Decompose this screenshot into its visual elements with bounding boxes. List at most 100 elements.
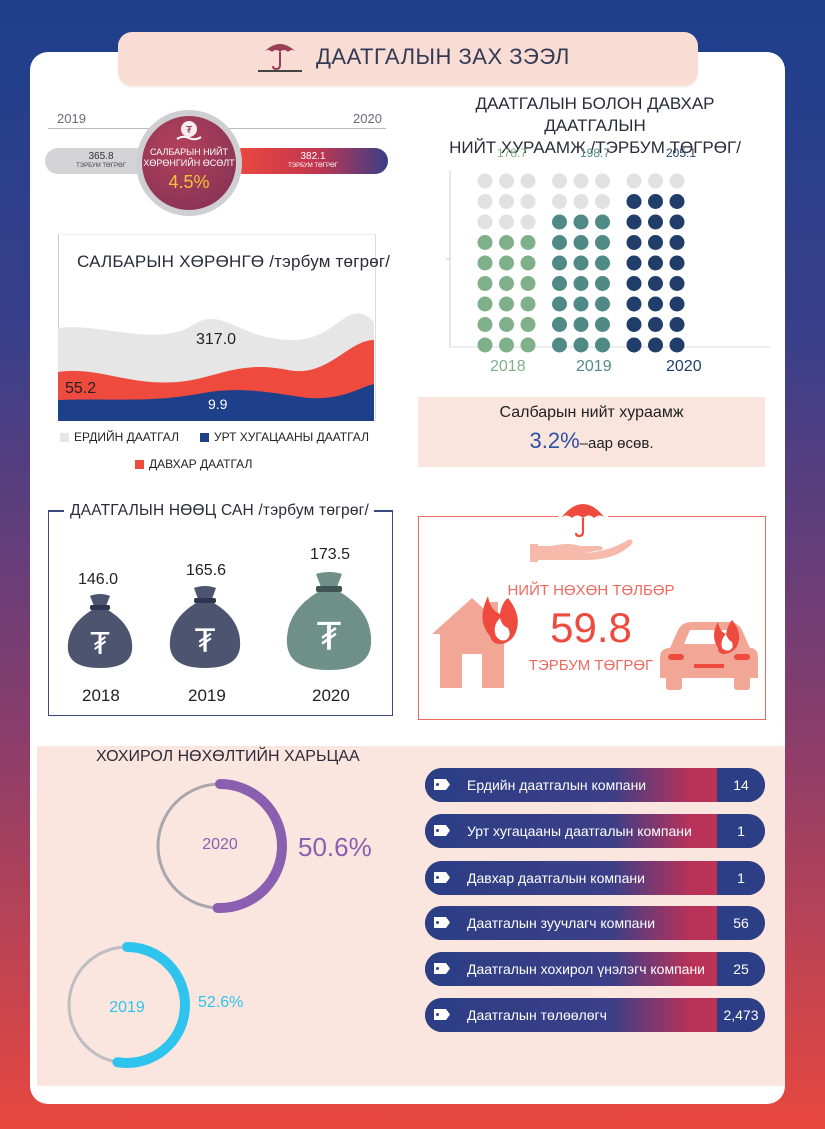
premium-dot-2019 [552, 337, 567, 353]
premium-dot-2018 [499, 296, 514, 312]
premium-dot-2020 [669, 296, 685, 312]
premium-dot-2018 [477, 337, 493, 353]
assets-re-value: 55.2 [65, 380, 97, 397]
company-value-reinsurance: 1 [737, 870, 745, 886]
premium-dot-2018 [520, 255, 536, 271]
reserves-frame-top-right [374, 510, 392, 512]
growth-circle-label: САЛБАРЫН НИЙТ ХӨРӨНГИЙН ӨСӨЛТ [140, 147, 238, 169]
premium-dot-2019 [573, 255, 589, 271]
reserves-title: ДААТГАЛЫН НӨӨЦ САН /тэрбум төгрөг/ [70, 502, 370, 519]
premium-dot-2020 [648, 214, 663, 230]
title-underline [258, 70, 302, 72]
assets-life-value: 9.9 [208, 396, 228, 412]
premium-dot-2019 [595, 173, 610, 189]
growth-circle-label-1: САЛБАРЫН НИЙТ [149, 147, 229, 157]
money-bag-icon-2018: ₮ [67, 594, 133, 668]
company-value-box [717, 952, 765, 986]
premium-dot-2018 [477, 235, 493, 250]
premium-dot-2020 [648, 337, 663, 353]
page-title: ДААТГАЛЫН ЗАХ ЗЭЭЛ [316, 44, 570, 69]
growth-circle-label-2: ХӨРӨНГИЙН ӨСӨЛТ [143, 158, 235, 168]
premium-value-2019: 198.7 [580, 146, 611, 160]
legend-re: ДАВХАР ДААТГАЛ [135, 457, 252, 471]
company-label-general: Ердийн даатгалын компани [467, 777, 647, 793]
premium-title-2: НИЙТ ХУРААМЖ /ТЭРБУМ ТӨГРӨГ/ [449, 138, 741, 157]
loss-ratio-title: ХОХИРОЛ НӨХӨЛТИЙН ХАРЬЦАА [96, 748, 360, 765]
company-label-agent: Даатгалын төлөөлөгч [467, 1007, 607, 1023]
premium-dot-2019 [552, 214, 567, 230]
growth-circle-value: 4.5% [168, 172, 210, 192]
legend-life: УРТ ХУГАЦААНЫ ДААТГАЛ [200, 430, 369, 444]
premium-dot-2020 [626, 255, 642, 271]
loss-ratio-year-2020: 2020 [202, 836, 238, 853]
premium-dot-2019 [595, 194, 610, 209]
company-label-loss-adjuster: Даатгалын хохирол үнэлэгч компани [467, 961, 705, 977]
company-value-loss-adjuster: 25 [733, 961, 749, 977]
premium-summary-label: Салбарын нийт хураамж [499, 404, 684, 421]
company-pill-broker: Даатгалын зуучлагч компани 56 [425, 906, 765, 940]
tag-icon [434, 825, 450, 836]
premium-dot-2020 [626, 235, 642, 250]
premium-dot-2019 [573, 317, 589, 332]
premium-value-2018: 178.7 [497, 146, 528, 160]
premium-dot-2020 [669, 337, 685, 353]
premium-dot-2019 [573, 173, 589, 189]
premium-dot-2018 [477, 255, 493, 271]
growth-bar-right [230, 148, 388, 174]
svg-text:₮: ₮ [195, 622, 216, 660]
premium-dot-2020 [669, 255, 685, 271]
reserve-value-2019: 165.6 [186, 562, 227, 579]
premium-dot-2019 [573, 296, 589, 312]
tag-icon [434, 779, 450, 790]
company-label-reinsurance: Давхар даатгалын компани [467, 870, 645, 886]
company-label-broker: Даатгалын зуучлагч компани [467, 915, 656, 931]
svg-text:₮: ₮ [186, 125, 193, 136]
company-value-box [717, 906, 765, 940]
premium-dot-2018 [477, 317, 493, 332]
premium-dot-2020 [648, 194, 663, 209]
premium-dot-2018 [499, 276, 514, 291]
premium-dot-2019 [595, 235, 610, 250]
money-bag-icon-2019: ₮ [169, 586, 241, 668]
growth-year-left: 2019 [57, 111, 86, 126]
loss-ratio-year-2019: 2019 [109, 999, 145, 1016]
premium-dot-2019 [595, 337, 610, 353]
reserves-frame-top-left [48, 510, 64, 512]
premium-dot-2020 [669, 173, 685, 189]
premium-dot-2020 [669, 317, 685, 332]
legend-swatch-life [200, 433, 209, 443]
premium-dot-2018 [520, 173, 536, 189]
premium-dot-2019 [552, 194, 567, 209]
premium-dot-2018 [520, 276, 536, 291]
assets-title: САЛБАРЫН ХӨРӨНГӨ /тэрбум төгрөг/ [77, 252, 391, 271]
premium-dot-2018 [499, 194, 514, 209]
premium-dot-2018 [520, 296, 536, 312]
company-value-life: 1 [737, 823, 745, 839]
area-life [58, 384, 374, 421]
reserve-year-2018: 2018 [82, 686, 120, 705]
premium-dot-2019 [595, 276, 610, 291]
premium-year-2018: 2018 [490, 358, 526, 375]
growth-right-unit: ТЭРБУМ ТӨГРӨГ [288, 163, 338, 169]
premium-dot-2018 [499, 255, 514, 271]
premium-dot-2019 [552, 296, 567, 312]
premium-summary-suffix: –аар өсөв. [579, 435, 654, 452]
svg-text:₮: ₮ [90, 627, 109, 662]
premium-dot-2018 [477, 276, 493, 291]
premium-dot-2018 [477, 194, 493, 209]
tag-icon [434, 963, 450, 974]
premium-dot-2020 [648, 276, 663, 291]
growth-left-value: 365.8 [88, 151, 114, 162]
premium-dot-2019 [573, 276, 589, 291]
premium-dot-2018 [520, 317, 536, 332]
premium-dot-2019 [552, 317, 567, 332]
premium-year-2019: 2019 [576, 358, 612, 375]
growth-year-right: 2020 [353, 111, 382, 126]
company-value-agent: 2,473 [723, 1007, 759, 1023]
company-pill-life: Урт хугацааны даатгалын компани 1 [425, 814, 765, 848]
premium-dot-2019 [595, 255, 610, 271]
premium-dot-2018 [520, 337, 536, 353]
premium-summary-box [418, 397, 765, 467]
premium-summary-line: 3.2%–аар өсөв. [418, 428, 765, 454]
assets-area-chart [58, 313, 374, 421]
